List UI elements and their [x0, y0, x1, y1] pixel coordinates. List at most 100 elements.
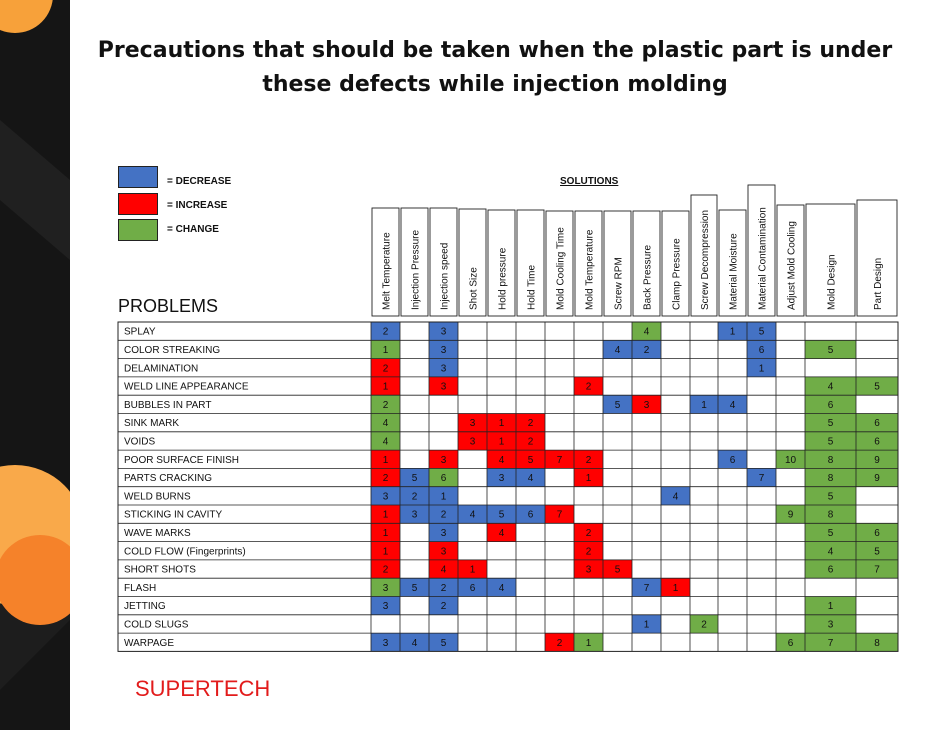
data-cell-fill [856, 633, 898, 652]
column-header-label: Mold Cooling Time [556, 227, 567, 310]
column-header-box [805, 203, 856, 317]
data-cell-value: 3 [412, 510, 418, 521]
data-cell-fill [429, 450, 458, 469]
data-cell-value: 3 [441, 546, 447, 557]
column-header-box [516, 209, 545, 317]
column-header-label: Back Pressure [643, 245, 654, 310]
data-cell-fill [400, 486, 429, 505]
data-cell-fill [856, 559, 898, 579]
problem-label: WELD BURNS [124, 491, 191, 502]
data-cell-fill [516, 450, 545, 469]
data-cell-fill [371, 340, 400, 359]
column-header-box [776, 204, 805, 317]
data-cell-value: 1 [828, 601, 834, 612]
data-cell-value: 2 [557, 638, 563, 649]
data-cell-value: 5 [412, 473, 418, 484]
data-cell-fill [632, 340, 661, 359]
data-cell-fill [371, 578, 400, 597]
data-cell-value: 1 [644, 619, 650, 630]
data-cell-value: 5 [528, 455, 534, 466]
data-cell-fill [371, 358, 400, 377]
data-cell-fill [458, 431, 487, 451]
data-cell-value: 2 [644, 345, 650, 356]
data-cell-fill [516, 505, 545, 524]
data-cell-value: 2 [412, 491, 418, 502]
data-cell-fill [371, 322, 400, 341]
data-cell-fill [487, 505, 516, 524]
data-cell-value: 1 [383, 345, 389, 356]
data-cell-value: 8 [828, 473, 834, 484]
data-cell-fill [371, 395, 400, 414]
data-cell-value: 6 [828, 565, 834, 576]
data-cell-fill [690, 395, 718, 414]
data-cell-fill [429, 559, 458, 579]
title-line-1: Precautions that should be taken when th… [97, 38, 893, 63]
data-cell-value: 2 [586, 455, 592, 466]
data-cell-value: 2 [441, 583, 447, 594]
problems-heading: PROBLEMS [118, 296, 219, 316]
data-cell-value: 1 [759, 363, 765, 374]
data-cell-value: 2 [383, 400, 389, 411]
column-header-label: Shot Size [469, 267, 480, 310]
data-cell-fill [632, 322, 661, 341]
data-cell-value: 3 [499, 473, 505, 484]
column-header-box [661, 210, 690, 317]
data-cell-value: 2 [528, 436, 534, 447]
column-header-label: Mold Temperature [585, 229, 596, 310]
data-cell-value: 2 [441, 601, 447, 612]
data-cell-value: 1 [673, 583, 679, 594]
data-cell-fill [805, 633, 856, 652]
legend-decrease-swatch [118, 166, 158, 188]
legend-increase-label: = INCREASE [167, 200, 228, 211]
data-cell-value: 5 [828, 528, 834, 539]
data-cell-fill [574, 633, 603, 652]
data-cell-fill [805, 450, 856, 469]
data-cell-fill [718, 395, 747, 414]
legend-decrease-label: = DECREASE [167, 176, 232, 187]
column-header-box [856, 199, 898, 317]
data-cell-value: 2 [586, 382, 592, 393]
problem-label: BUBBLES IN PART [124, 400, 211, 411]
data-cell-fill [545, 505, 574, 524]
data-cell-fill [574, 376, 603, 396]
data-cell-fill [574, 450, 603, 469]
data-cell-value: 1 [383, 382, 389, 393]
data-cell-fill [603, 559, 632, 579]
data-cell-value: 1 [730, 327, 736, 338]
data-cell-value: 5 [499, 510, 505, 521]
data-cell-fill [805, 431, 856, 451]
data-cell-fill [516, 468, 545, 487]
column-header-box [545, 210, 574, 317]
data-cell-fill [856, 431, 898, 451]
column-header-box [718, 209, 747, 317]
data-cell-value: 3 [441, 528, 447, 539]
column-header-box [458, 208, 487, 317]
problem-label: COLOR STREAKING [124, 345, 220, 356]
data-cell-fill [429, 578, 458, 597]
data-cell-value: 4 [673, 491, 679, 502]
data-cell-value: 4 [383, 418, 389, 429]
data-cell-value: 3 [383, 491, 389, 502]
data-cell-fill [371, 486, 400, 505]
data-cell-fill [371, 559, 400, 579]
data-cell-value: 5 [874, 546, 880, 557]
data-cell-fill [805, 596, 856, 615]
data-cell-value: 1 [383, 528, 389, 539]
data-cell-fill [429, 322, 458, 341]
data-cell-fill [371, 450, 400, 469]
data-cell-value: 8 [874, 638, 880, 649]
data-cell-fill [805, 486, 856, 505]
problem-label: COLD SLUGS [124, 619, 189, 630]
problem-label: JETTING [124, 601, 166, 612]
data-cell-fill [458, 505, 487, 524]
decorative-side-panel [0, 0, 70, 730]
column-header-label: Material Contamination [758, 207, 769, 310]
data-cell-fill [516, 431, 545, 451]
problem-label: WELD LINE APPEARANCE [124, 382, 249, 393]
data-cell-fill [661, 578, 690, 597]
data-cell-fill [747, 358, 776, 377]
data-cell-value: 10 [785, 455, 797, 466]
data-cell-fill [487, 450, 516, 469]
problem-label: FLASH [124, 583, 156, 594]
data-cell-value: 2 [383, 327, 389, 338]
